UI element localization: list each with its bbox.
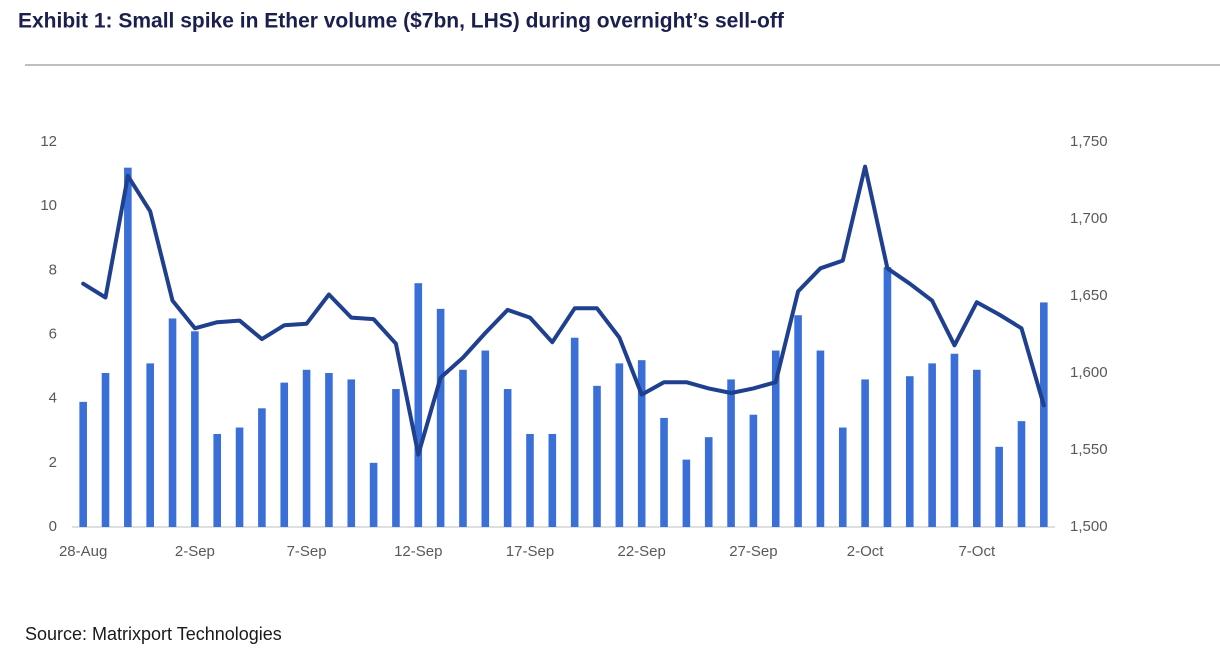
y-tick-label: 8 xyxy=(49,261,57,278)
x-tick-label: 22-Sep xyxy=(618,543,666,560)
x-tick-label: 2-Sep xyxy=(175,543,215,560)
y-tick-label: 12 xyxy=(40,133,57,150)
bar xyxy=(213,433,222,527)
bar xyxy=(101,373,110,527)
y-tick-label: 10 xyxy=(40,197,57,214)
bar xyxy=(481,350,490,527)
x-tick-label: 27-Sep xyxy=(729,543,777,560)
bar xyxy=(838,427,847,527)
bar xyxy=(369,462,378,527)
bar xyxy=(436,308,445,527)
bar xyxy=(325,373,333,527)
bar xyxy=(1017,421,1026,527)
bar xyxy=(526,433,534,527)
y2-tick-label: 1,550 xyxy=(1070,441,1108,458)
y-tick-label: 4 xyxy=(49,390,57,407)
bar xyxy=(280,382,289,527)
y2-tick-label: 1,600 xyxy=(1070,364,1108,381)
bar xyxy=(414,283,423,527)
bar xyxy=(883,267,892,527)
x-tick-label: 28-Aug xyxy=(59,543,107,560)
bar xyxy=(459,369,467,527)
y-tick-label: 6 xyxy=(49,325,57,342)
bar xyxy=(660,417,668,527)
bar xyxy=(593,385,601,527)
bar xyxy=(146,363,154,527)
bar xyxy=(861,379,869,527)
bar xyxy=(794,315,802,527)
bar xyxy=(392,389,400,527)
bar xyxy=(235,427,244,527)
bar xyxy=(816,350,825,527)
bar xyxy=(347,379,356,527)
bar xyxy=(749,414,758,527)
x-tick-label: 12-Sep xyxy=(394,543,442,560)
bar xyxy=(79,401,87,527)
x-tick-label: 17-Sep xyxy=(506,543,554,560)
bar xyxy=(928,363,936,527)
bar xyxy=(704,437,713,527)
y2-tick-label: 1,500 xyxy=(1070,518,1108,535)
bar xyxy=(637,360,646,527)
bar xyxy=(1040,302,1048,527)
y2-tick-label: 1,700 xyxy=(1070,210,1108,227)
source-note: Source: Matrixport Technologies xyxy=(25,624,282,644)
bar xyxy=(973,369,981,527)
bar xyxy=(548,433,557,527)
chart-title: Exhibit 1: Small spike in Ether volume (… xyxy=(18,10,785,33)
y2-tick-label: 1,650 xyxy=(1070,287,1108,304)
bar xyxy=(258,408,266,527)
bar xyxy=(727,379,735,527)
x-tick-label: 7-Oct xyxy=(958,543,996,560)
bar xyxy=(995,446,1003,527)
price-line xyxy=(81,164,1046,457)
bar xyxy=(615,363,624,527)
x-tick-label: 7-Sep xyxy=(287,543,327,560)
bar xyxy=(682,459,691,527)
bar xyxy=(950,353,959,527)
bar xyxy=(191,331,199,527)
bar xyxy=(302,369,311,527)
bar xyxy=(771,350,780,527)
bar xyxy=(124,167,132,527)
x-tick-label: 2-Oct xyxy=(847,543,885,560)
y-tick-label: 2 xyxy=(49,454,57,471)
bar xyxy=(168,318,177,527)
y2-tick-label: 1,750 xyxy=(1070,133,1108,150)
y-tick-label: 0 xyxy=(49,518,57,535)
bar xyxy=(503,389,512,527)
bar xyxy=(905,376,914,527)
bar xyxy=(570,337,579,527)
